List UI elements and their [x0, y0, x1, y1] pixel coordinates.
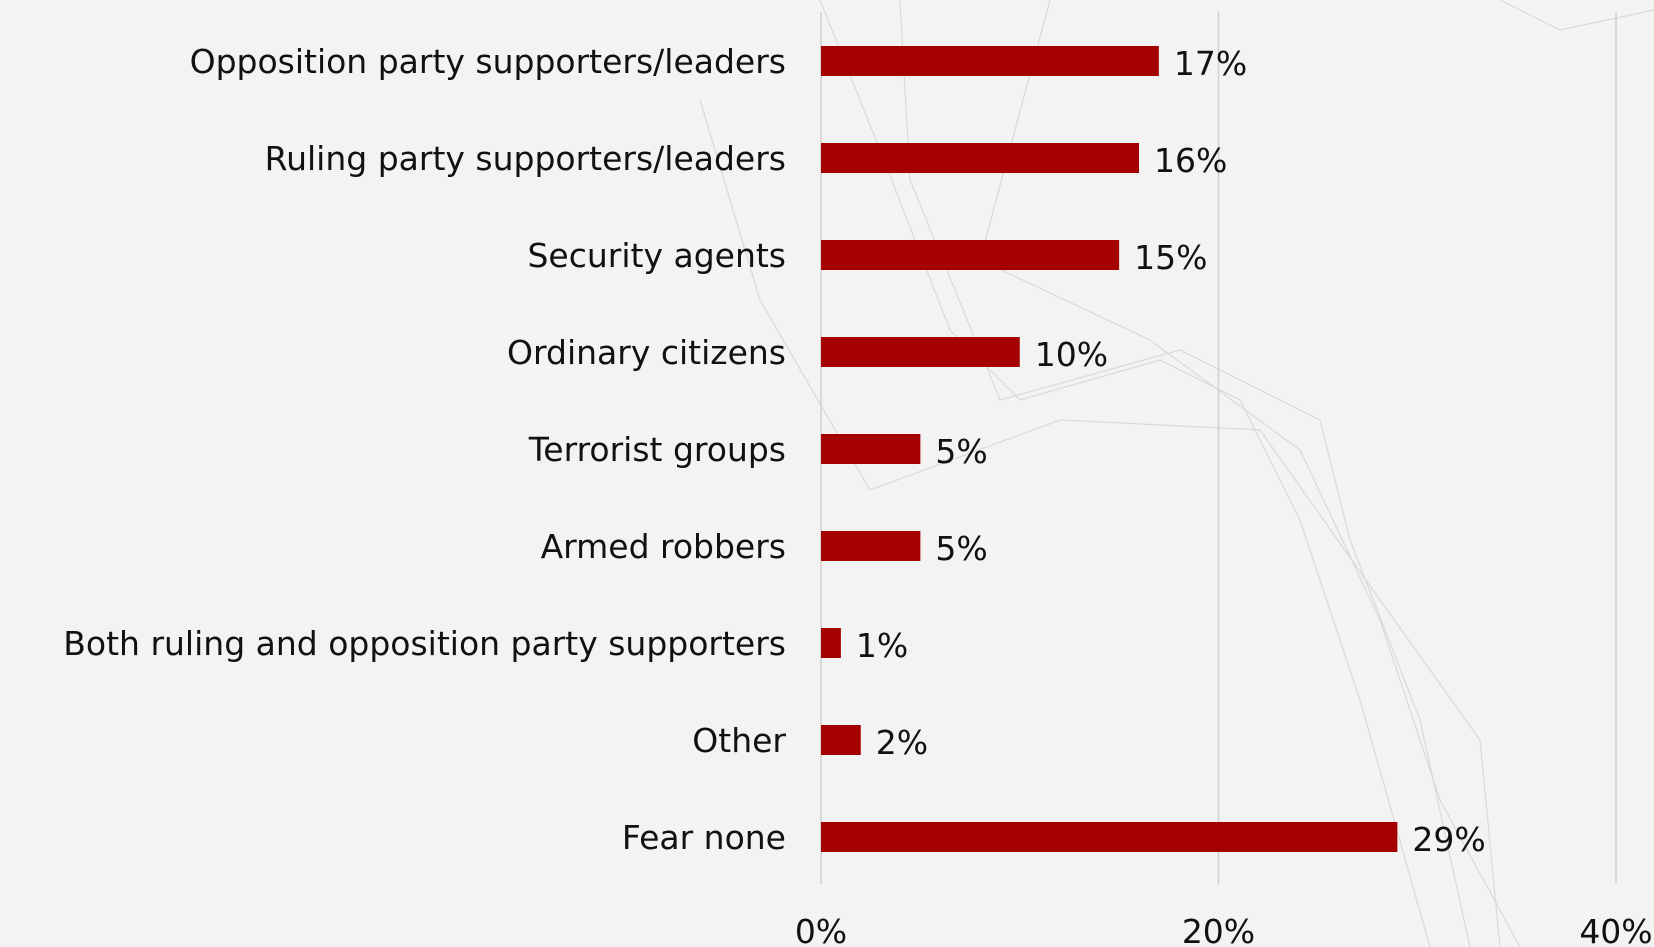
value-label: 15%	[1134, 238, 1207, 277]
category-label: Fear none	[622, 818, 786, 857]
category-label: Armed robbers	[541, 527, 786, 566]
value-label: 5%	[935, 529, 987, 568]
category-label: Ruling party supporters/leaders	[265, 139, 786, 178]
category-label: Security agents	[527, 236, 786, 275]
value-label: 16%	[1154, 141, 1227, 180]
bars	[821, 46, 1398, 852]
category-labels: Opposition party supporters/leaders Rulin…	[63, 42, 786, 857]
bar	[821, 725, 861, 755]
bar	[821, 143, 1139, 173]
category-label: Both ruling and opposition party support…	[63, 624, 786, 663]
value-label: 1%	[856, 626, 908, 665]
value-label: 5%	[935, 432, 987, 471]
value-label: 29%	[1412, 820, 1485, 859]
bar	[821, 822, 1398, 852]
category-label: Ordinary citizens	[507, 333, 786, 372]
bar	[821, 434, 921, 464]
value-label: 10%	[1035, 335, 1108, 374]
bar	[821, 240, 1120, 270]
bar	[821, 628, 841, 658]
x-axis-ticks: 0% 20% 40%	[795, 912, 1653, 947]
bar	[821, 46, 1159, 76]
x-tick-label: 40%	[1579, 912, 1652, 947]
value-labels: 17% 16% 15% 10% 5% 5% 1% 2% 29%	[856, 44, 1486, 859]
category-label: Terrorist groups	[528, 430, 786, 469]
x-tick-label: 20%	[1182, 912, 1255, 947]
category-label: Other	[692, 721, 786, 760]
bar	[821, 337, 1020, 367]
x-tick-label: 0%	[795, 912, 847, 947]
category-label: Opposition party supporters/leaders	[190, 42, 786, 81]
value-label: 2%	[876, 723, 928, 762]
value-label: 17%	[1174, 44, 1247, 83]
bar	[821, 531, 921, 561]
